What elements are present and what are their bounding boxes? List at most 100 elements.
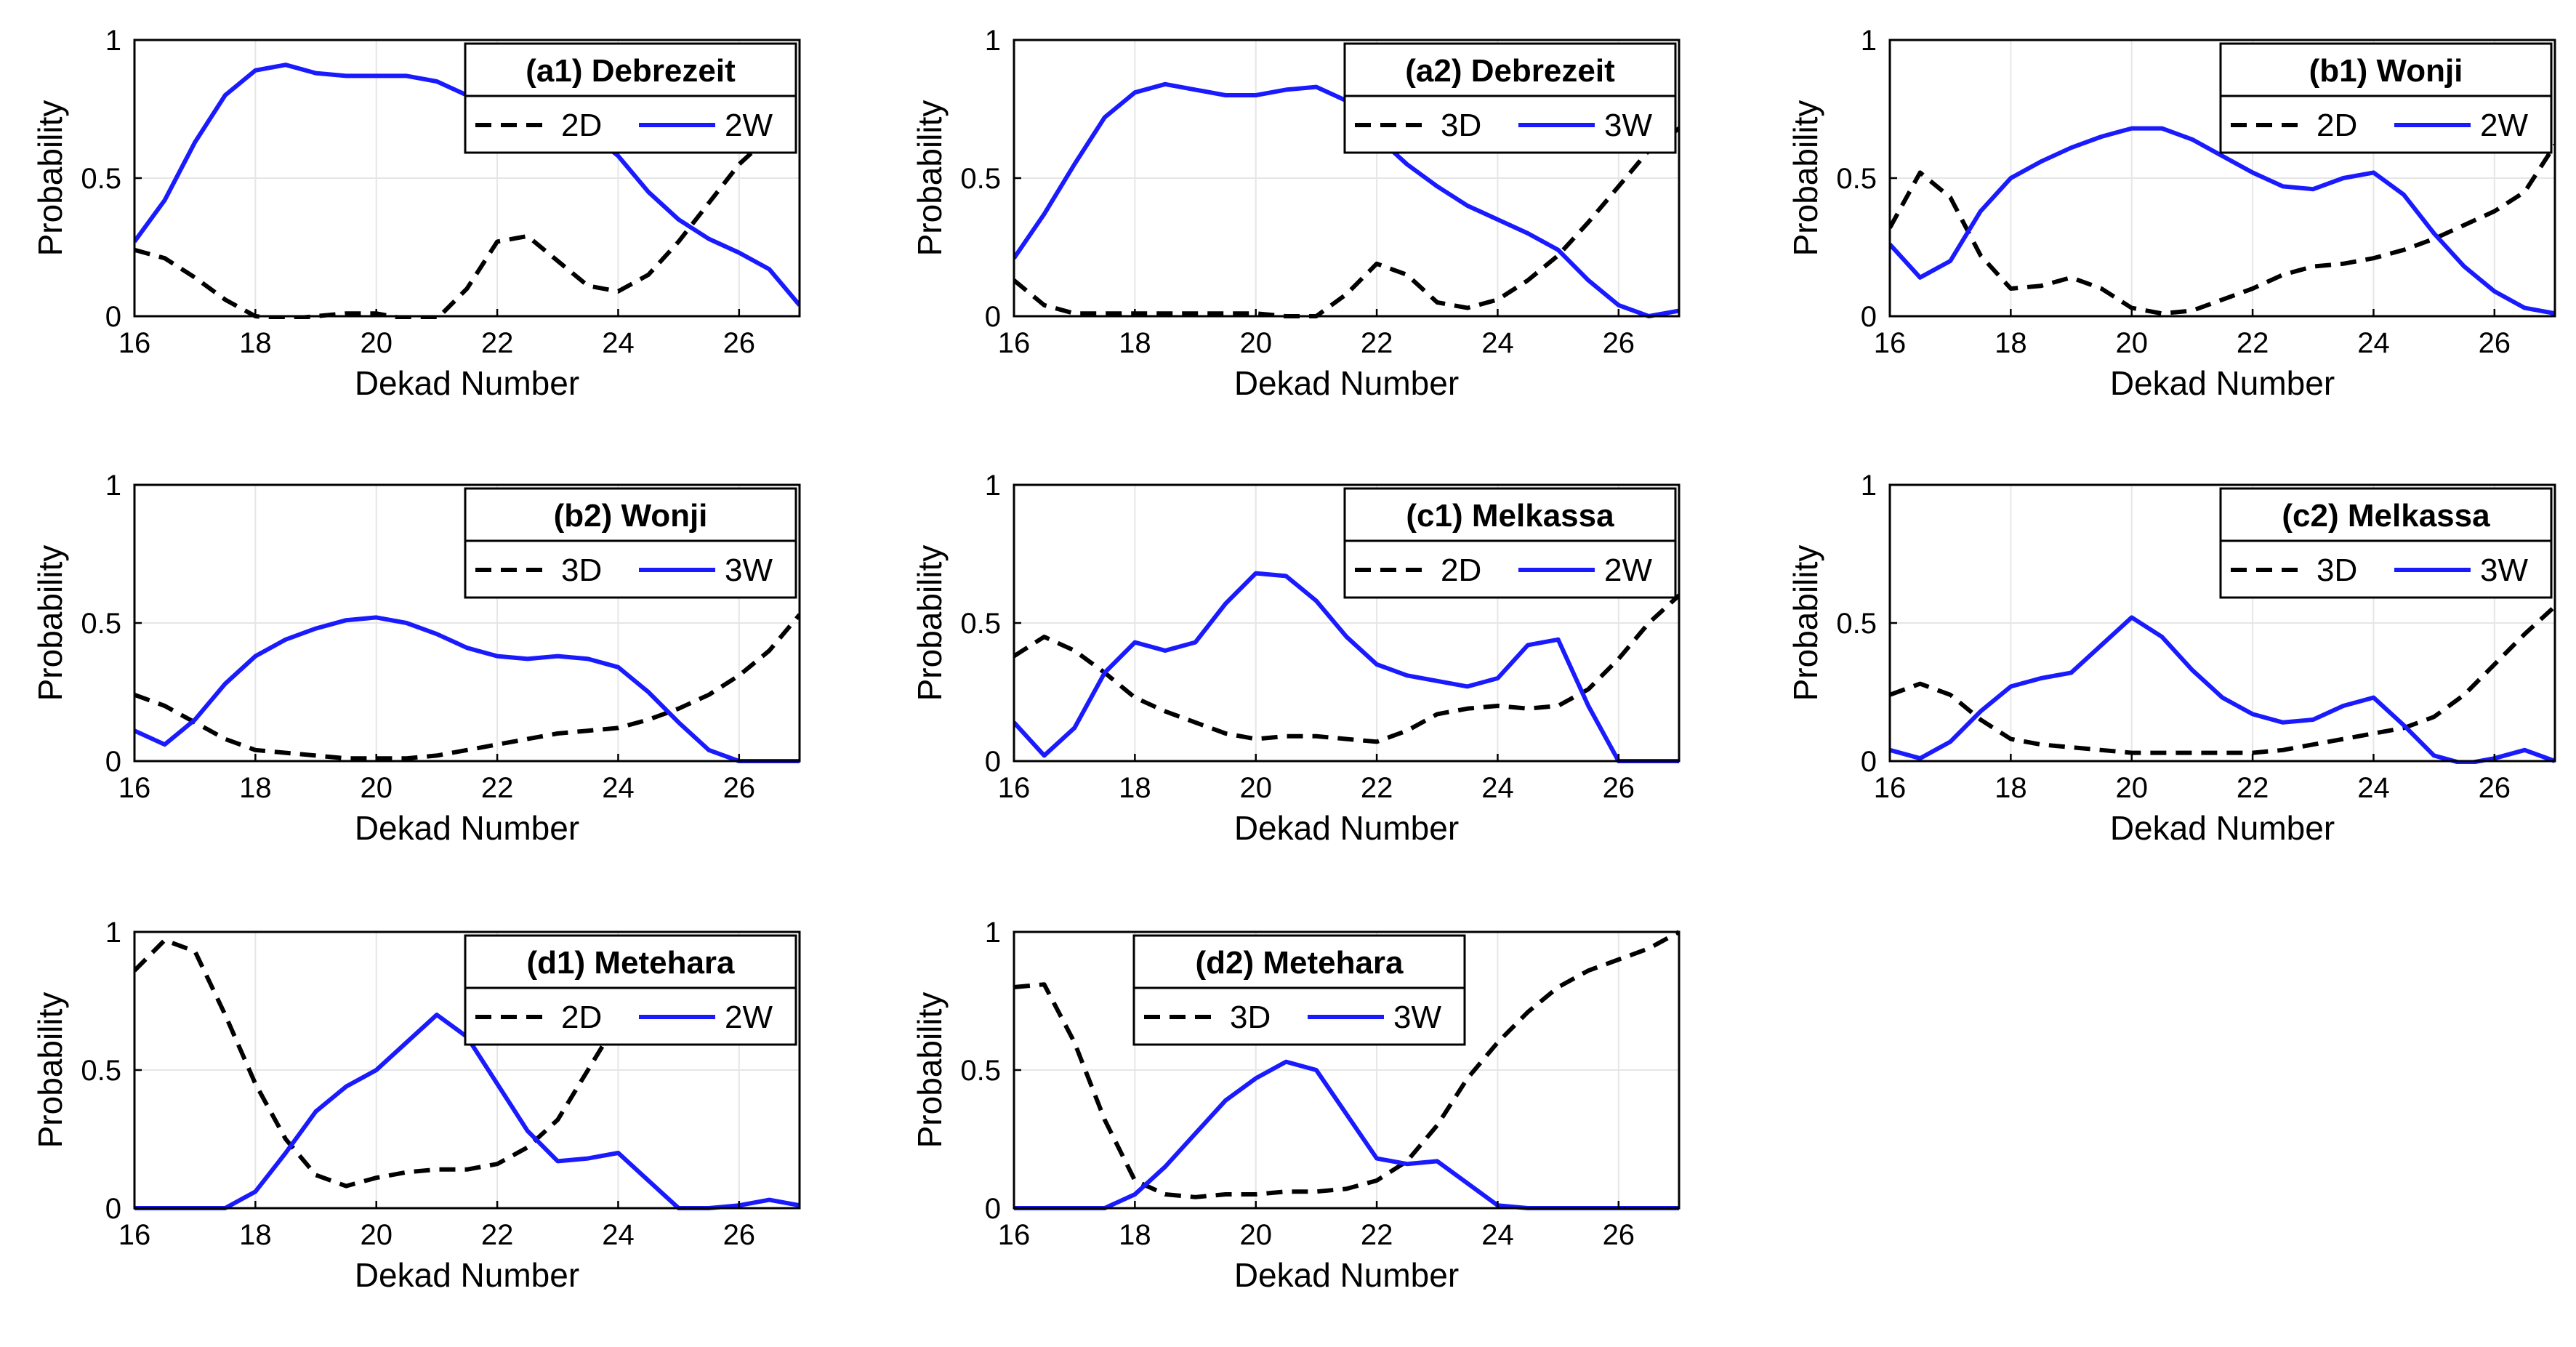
x-tick-label: 20 — [1239, 772, 1272, 804]
x-tick-label: 24 — [602, 1219, 635, 1251]
x-tick-label: 24 — [2357, 772, 2390, 804]
legend-box — [1343, 487, 1677, 599]
x-tick-label: 26 — [1603, 327, 1635, 359]
y-tick-label: 0.5 — [81, 608, 121, 640]
series-line-3D — [1890, 604, 2555, 755]
legend-box — [464, 42, 797, 154]
x-tick-label: 22 — [1361, 772, 1393, 804]
legend-label: 2W — [725, 1000, 773, 1035]
legend: (d2) Metehara 3D 3W — [1132, 934, 1466, 1046]
series-line-3D — [134, 613, 800, 761]
y-tick-label: 0 — [985, 1193, 1001, 1225]
x-tick-label: 24 — [1481, 1219, 1514, 1251]
x-tick-label: 22 — [1361, 327, 1393, 359]
chart-panel-7: 16 18 20 22 24 26 0 0.5 1 Dekad Number Probability… — [31, 917, 801, 1294]
y-tick-label: 0.5 — [81, 163, 121, 195]
y-axis-label: Probability — [911, 545, 949, 701]
chart-title: (c1) Melkassa — [1406, 498, 1614, 534]
x-tick-label: 20 — [2115, 772, 2148, 804]
x-tick-label: 18 — [239, 772, 272, 804]
legend-box — [2219, 487, 2553, 599]
x-tick-label: 24 — [602, 327, 635, 359]
y-tick-label: 0.5 — [960, 163, 1001, 195]
x-tick-label: 20 — [2115, 327, 2148, 359]
x-tick-label: 26 — [2479, 327, 2511, 359]
series-line-3W — [1014, 1059, 1679, 1210]
y-axis-label: Probability — [31, 100, 69, 257]
x-tick-label: 16 — [118, 327, 151, 359]
x-tick-label: 26 — [1603, 772, 1635, 804]
x-tick-label: 26 — [1603, 1219, 1635, 1251]
chart-title: (a2) Debrezeit — [1405, 53, 1615, 89]
y-axis-label: Probability — [911, 100, 949, 257]
x-tick-label: 26 — [2479, 772, 2511, 804]
y-tick-label: 0 — [985, 746, 1001, 778]
y-axis-label: Probability — [1787, 100, 1824, 257]
x-tick-label: 18 — [1119, 1219, 1151, 1251]
x-tick-label: 24 — [1481, 327, 1514, 359]
legend-box — [1343, 42, 1677, 154]
chart-title: (d2) Metehara — [1195, 945, 1404, 981]
y-tick-label: 0.5 — [960, 608, 1001, 640]
x-tick-label: 20 — [1239, 327, 1272, 359]
y-tick-label: 1 — [1861, 470, 1877, 502]
legend-label: 2D — [2317, 108, 2357, 143]
legend-label: 2D — [1441, 552, 1481, 588]
series-line-2W — [1014, 571, 1679, 763]
y-tick-label: 0.5 — [1836, 608, 1877, 640]
y-tick-label: 0 — [1861, 301, 1877, 333]
y-tick-label: 0 — [105, 746, 121, 778]
y-tick-label: 0 — [1861, 746, 1877, 778]
legend-label: 2W — [2480, 108, 2528, 143]
series-group — [1890, 126, 2555, 316]
x-tick-label: 16 — [1874, 327, 1907, 359]
series-line-2W — [1890, 126, 2555, 316]
legend-label: 3D — [2317, 552, 2357, 588]
x-axis-label: Dekad Number — [1234, 1256, 1459, 1294]
series-line-2D — [134, 126, 800, 319]
x-tick-label: 18 — [1995, 772, 2027, 804]
x-tick-label: 22 — [481, 327, 514, 359]
series-group — [1890, 604, 2555, 764]
x-tick-label: 16 — [998, 327, 1031, 359]
y-tick-label: 1 — [985, 470, 1001, 502]
legend-box — [464, 934, 797, 1046]
x-tick-label: 16 — [118, 1219, 151, 1251]
x-tick-label: 20 — [360, 772, 393, 804]
x-axis-label: Dekad Number — [2110, 364, 2335, 402]
chart-panel-3: 16 18 20 22 24 26 0 0.5 1 Dekad Number Probability… — [1787, 25, 2556, 402]
x-axis-label: Dekad Number — [1234, 364, 1459, 402]
chart-panel-1: 16 18 20 22 24 26 0 0.5 1 Dekad Number Probability… — [31, 25, 801, 402]
y-axis-label: Probability — [31, 545, 69, 701]
y-tick-label: 1 — [985, 25, 1001, 57]
x-tick-label: 24 — [1481, 772, 1514, 804]
x-axis-label: Dekad Number — [1234, 809, 1459, 847]
y-tick-label: 1 — [985, 917, 1001, 949]
series-line-3W — [134, 615, 800, 763]
x-tick-label: 26 — [723, 772, 756, 804]
x-axis-label: Dekad Number — [2110, 809, 2335, 847]
x-tick-label: 18 — [239, 1219, 272, 1251]
y-tick-label: 0.5 — [960, 1055, 1001, 1087]
legend-box — [464, 487, 797, 599]
chart-panel-6: 16 18 20 22 24 26 0 0.5 1 Dekad Number Probability… — [1787, 470, 2556, 847]
legend-label: 3W — [1604, 108, 1652, 143]
x-axis-label: Dekad Number — [355, 364, 579, 402]
chart-title: (c2) Melkassa — [2282, 498, 2490, 534]
x-tick-label: 22 — [481, 1219, 514, 1251]
legend-label: 3W — [725, 552, 773, 588]
y-axis-label: Probability — [1787, 545, 1824, 701]
chart-panel-2: 16 18 20 22 24 26 0 0.5 1 Dekad Number Probability… — [911, 25, 1681, 402]
series-line-2D — [1890, 143, 2555, 316]
y-tick-label: 1 — [1861, 25, 1877, 57]
x-tick-label: 18 — [239, 327, 272, 359]
x-tick-label: 18 — [1995, 327, 2027, 359]
legend-label: 2D — [561, 108, 602, 143]
chart-title: (b1) Wonji — [2309, 53, 2463, 89]
legend: (c2) Melkassa 3D 3W — [2219, 487, 2553, 599]
x-tick-label: 16 — [998, 1219, 1031, 1251]
legend-box — [1132, 934, 1466, 1046]
x-tick-label: 18 — [1119, 327, 1151, 359]
